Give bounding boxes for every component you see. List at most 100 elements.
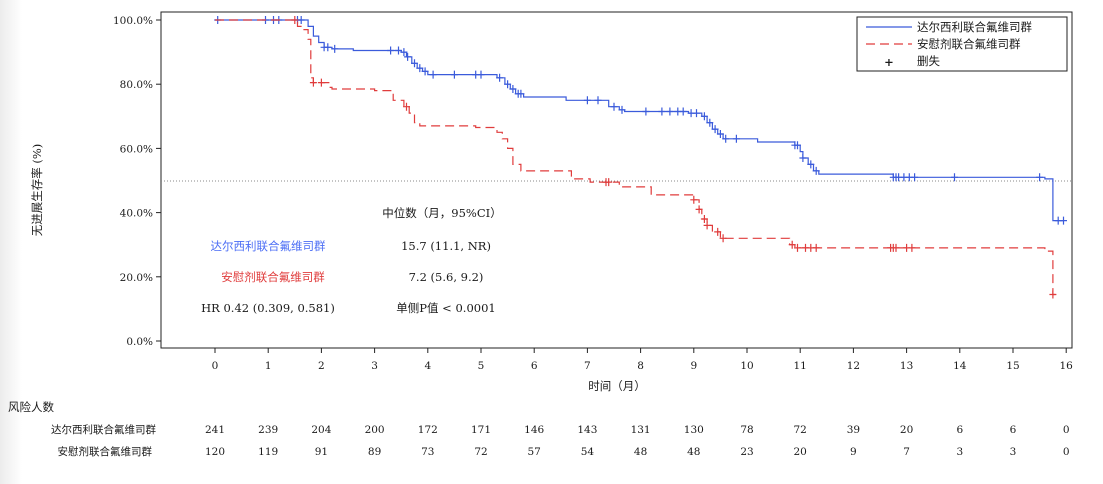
legend-censor-label: 删失 <box>917 54 940 68</box>
censor-mark-series-1 <box>404 52 412 61</box>
censor-mark-series-2 <box>309 78 317 87</box>
risk-count: 131 <box>631 424 651 436</box>
km-curve-series-2 <box>215 19 1056 296</box>
annotation-value: 15.7 (11.1, NR) <box>401 239 491 253</box>
censor-mark-series-1 <box>1060 216 1067 225</box>
risk-count: 39 <box>847 424 860 436</box>
legend-box <box>856 16 1068 72</box>
censor-mark-series-1 <box>951 173 958 182</box>
y-axis-label: 无进展生存率 (%) <box>30 144 44 237</box>
risk-count: 6 <box>956 424 963 436</box>
x-tick-label: 1 <box>265 360 272 372</box>
censor-mark-series-1 <box>496 73 504 82</box>
censor-mark-series-1 <box>807 160 815 169</box>
legend: 达尔西利联合氟维司群 安慰剂联合氟维司群 + 删失 <box>856 16 1068 72</box>
x-tick-label: 14 <box>953 360 967 372</box>
x-tick-label: 6 <box>531 360 538 372</box>
x-tick-label: 8 <box>637 360 644 372</box>
y-axis: 0.0% 20.0% 40.0% 60.0% 80.0% 100.0% <box>113 15 161 348</box>
censor-mark-series-2 <box>812 243 820 252</box>
risk-count: 119 <box>258 446 278 458</box>
series-layer <box>214 16 1067 299</box>
censor-mark-series-1 <box>618 105 626 114</box>
risk-count: 241 <box>205 424 225 436</box>
legend-label-series-2: 安慰剂联合氟维司群 <box>917 37 1021 51</box>
censor-mark-series-1 <box>794 141 801 150</box>
risk-count: 78 <box>740 424 753 436</box>
risk-count: 3 <box>956 446 963 458</box>
censor-mark-series-1 <box>1036 173 1044 182</box>
risk-count: 130 <box>684 424 704 436</box>
x-tick-label: 13 <box>900 360 913 372</box>
censor-mark-series-2 <box>700 215 708 223</box>
x-axis: 0 1 2 3 4 5 6 7 8 9 10 11 12 13 14 15 16 <box>212 348 1074 372</box>
censor-mark-series-1 <box>331 44 339 53</box>
censor-mark-series-2 <box>403 102 410 111</box>
censor-mark-series-1 <box>711 125 719 134</box>
y-tick-label: 0.0% <box>126 336 153 348</box>
annotation-label: 达尔西利联合氟维司群 <box>211 239 326 253</box>
legend-label-series-1: 达尔西利联合氟维司群 <box>917 20 1032 34</box>
risk-count: 9 <box>850 446 857 458</box>
y-tick-label: 80.0% <box>120 79 153 91</box>
risk-count: 3 <box>1010 446 1017 458</box>
annotation-header: 中位数（月，95%CI） <box>382 206 501 220</box>
y-tick-label: 100.0% <box>113 15 153 27</box>
censor-mark-series-1 <box>732 134 740 143</box>
censor-mark-series-1 <box>642 107 650 116</box>
risk-count: 20 <box>794 446 807 458</box>
risk-count: 72 <box>474 446 487 458</box>
x-tick-label: 12 <box>847 360 860 372</box>
annotation-label: HR 0.42 (0.309, 0.581) <box>201 301 335 315</box>
x-tick-label: 16 <box>1060 360 1074 372</box>
censor-mark-series-1 <box>716 130 724 138</box>
x-tick-label: 10 <box>740 360 753 372</box>
risk-count: 72 <box>794 424 807 436</box>
censor-mark-series-1 <box>812 166 820 175</box>
censor-mark-series-1 <box>509 85 517 93</box>
censor-mark-series-2 <box>690 195 698 204</box>
censor-mark-series-1 <box>429 70 437 79</box>
censor-mark-series-1 <box>911 173 919 182</box>
censor-mark-series-2 <box>714 227 722 236</box>
censor-mark-series-2 <box>719 234 727 243</box>
censor-mark-series-1 <box>517 89 525 98</box>
risk-count: 91 <box>315 446 328 458</box>
risk-count: 6 <box>1010 424 1017 436</box>
risk-count: 23 <box>740 446 753 458</box>
censor-mark-series-1 <box>666 107 674 116</box>
censor-mark-series-1 <box>297 16 305 24</box>
risk-count: 7 <box>903 446 910 458</box>
y-tick-label: 60.0% <box>120 143 153 155</box>
risk-count: 73 <box>421 446 434 458</box>
censor-mark-series-2 <box>1049 290 1057 299</box>
risk-count: 171 <box>471 424 491 436</box>
y-tick-label: 40.0% <box>120 208 153 220</box>
risk-count: 143 <box>577 424 597 436</box>
censor-mark-series-2 <box>794 243 801 252</box>
censor-mark-series-2 <box>703 221 711 230</box>
risk-row-label: 达尔西利联合氟维司群 <box>51 423 156 436</box>
risk-count: 57 <box>528 446 541 458</box>
risk-table: 达尔西利联合氟维司群 241 239 204 200 172 171 146 143 131 130… <box>51 423 1070 458</box>
risk-count: 200 <box>365 424 385 436</box>
x-tick-label: 3 <box>371 360 378 372</box>
censor-mark-series-2 <box>317 78 325 87</box>
censor-mark-series-1 <box>679 107 687 116</box>
x-axis-label: 时间（月） <box>588 379 646 393</box>
censor-mark-series-2 <box>908 243 916 252</box>
x-tick-label: 0 <box>212 360 219 372</box>
median-annotation: 中位数（月，95%CI） 达尔西利联合氟维司群 15.7 (11.1, NR) 安慰剂… <box>201 206 502 315</box>
censor-mark-series-1 <box>594 96 602 105</box>
risk-count: 54 <box>581 446 595 458</box>
legend-censor-symbol: + <box>884 55 894 69</box>
x-tick-label: 9 <box>690 360 697 372</box>
annotation-value: 7.2 (5.6, 9.2) <box>409 270 484 284</box>
censor-mark-series-1 <box>706 118 714 127</box>
censor-mark-series-1 <box>693 109 700 118</box>
x-tick-label: 11 <box>794 360 807 372</box>
risk-count: 146 <box>524 424 544 436</box>
risk-table-title: 风险人数 <box>8 400 54 414</box>
x-tick-label: 7 <box>584 360 591 372</box>
